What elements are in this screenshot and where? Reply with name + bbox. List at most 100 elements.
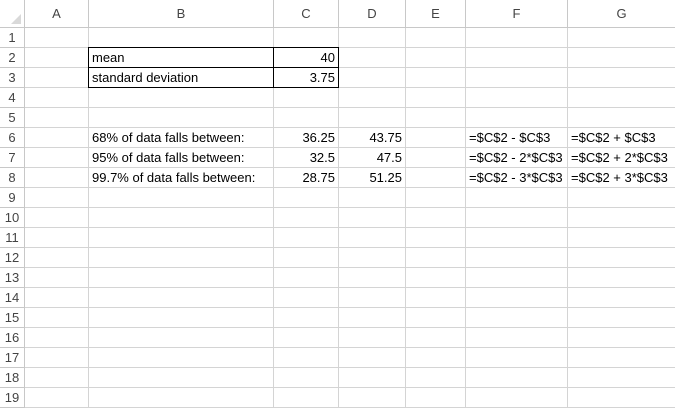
cell-B12[interactable] <box>89 248 274 268</box>
cell-F10[interactable] <box>466 208 568 228</box>
cell-C14[interactable] <box>274 288 339 308</box>
cell-G13[interactable] <box>568 268 675 288</box>
column-header-E[interactable]: E <box>406 0 466 28</box>
select-all-button[interactable] <box>0 0 25 28</box>
cell-A14[interactable] <box>25 288 89 308</box>
cell-B5[interactable] <box>89 108 274 128</box>
cell-D16[interactable] <box>339 328 406 348</box>
row-header-13[interactable]: 13 <box>0 268 25 288</box>
row-header-1[interactable]: 1 <box>0 28 25 48</box>
cell-F7[interactable]: =$C$2 - 2*$C$3 <box>466 148 568 168</box>
cell-D4[interactable] <box>339 88 406 108</box>
cell-D9[interactable] <box>339 188 406 208</box>
cell-F9[interactable] <box>466 188 568 208</box>
cell-B14[interactable] <box>89 288 274 308</box>
cell-E1[interactable] <box>406 28 466 48</box>
cell-D13[interactable] <box>339 268 406 288</box>
cell-B17[interactable] <box>89 348 274 368</box>
row-header-17[interactable]: 17 <box>0 348 25 368</box>
row-header-6[interactable]: 6 <box>0 128 25 148</box>
cell-B15[interactable] <box>89 308 274 328</box>
cell-F18[interactable] <box>466 368 568 388</box>
row-header-7[interactable]: 7 <box>0 148 25 168</box>
cell-E13[interactable] <box>406 268 466 288</box>
row-header-4[interactable]: 4 <box>0 88 25 108</box>
cell-G1[interactable] <box>568 28 675 48</box>
cell-D14[interactable] <box>339 288 406 308</box>
cell-D10[interactable] <box>339 208 406 228</box>
cell-C6[interactable]: 36.25 <box>274 128 339 148</box>
cell-G15[interactable] <box>568 308 675 328</box>
cell-C10[interactable] <box>274 208 339 228</box>
cell-B16[interactable] <box>89 328 274 348</box>
cell-G18[interactable] <box>568 368 675 388</box>
cell-E17[interactable] <box>406 348 466 368</box>
row-header-10[interactable]: 10 <box>0 208 25 228</box>
cell-G5[interactable] <box>568 108 675 128</box>
cell-C8[interactable]: 28.75 <box>274 168 339 188</box>
cell-A18[interactable] <box>25 368 89 388</box>
cell-C3[interactable]: 3.75 <box>273 67 339 88</box>
cell-F14[interactable] <box>466 288 568 308</box>
cell-A9[interactable] <box>25 188 89 208</box>
row-header-5[interactable]: 5 <box>0 108 25 128</box>
cell-G14[interactable] <box>568 288 675 308</box>
cell-B7[interactable]: 95% of data falls between: <box>89 148 274 168</box>
cell-G2[interactable] <box>568 48 675 68</box>
cell-F4[interactable] <box>466 88 568 108</box>
cell-A12[interactable] <box>25 248 89 268</box>
cell-G11[interactable] <box>568 228 675 248</box>
cell-B3[interactable]: standard deviation <box>88 67 274 88</box>
row-header-2[interactable]: 2 <box>0 48 25 68</box>
cell-D17[interactable] <box>339 348 406 368</box>
cell-G19[interactable] <box>568 388 675 408</box>
cell-C13[interactable] <box>274 268 339 288</box>
cell-E12[interactable] <box>406 248 466 268</box>
cell-F13[interactable] <box>466 268 568 288</box>
cell-F3[interactable] <box>466 68 568 88</box>
column-header-D[interactable]: D <box>339 0 406 28</box>
cell-E9[interactable] <box>406 188 466 208</box>
cell-E16[interactable] <box>406 328 466 348</box>
cell-A16[interactable] <box>25 328 89 348</box>
cell-C7[interactable]: 32.5 <box>274 148 339 168</box>
cell-E4[interactable] <box>406 88 466 108</box>
cell-D19[interactable] <box>339 388 406 408</box>
row-header-3[interactable]: 3 <box>0 68 25 88</box>
column-header-B[interactable]: B <box>89 0 274 28</box>
cell-B11[interactable] <box>89 228 274 248</box>
cell-G12[interactable] <box>568 248 675 268</box>
cell-A15[interactable] <box>25 308 89 328</box>
cell-B4[interactable] <box>89 88 274 108</box>
cell-B1[interactable] <box>89 28 274 48</box>
cell-A11[interactable] <box>25 228 89 248</box>
cell-E14[interactable] <box>406 288 466 308</box>
cell-C12[interactable] <box>274 248 339 268</box>
cell-G9[interactable] <box>568 188 675 208</box>
cell-D6[interactable]: 43.75 <box>339 128 406 148</box>
cell-B9[interactable] <box>89 188 274 208</box>
cell-C5[interactable] <box>274 108 339 128</box>
row-header-19[interactable]: 19 <box>0 388 25 408</box>
cell-D1[interactable] <box>339 28 406 48</box>
cell-E19[interactable] <box>406 388 466 408</box>
cell-A3[interactable] <box>25 68 89 88</box>
cell-E15[interactable] <box>406 308 466 328</box>
cell-B18[interactable] <box>89 368 274 388</box>
cell-A5[interactable] <box>25 108 89 128</box>
cell-F19[interactable] <box>466 388 568 408</box>
cell-G6[interactable]: =$C$2 + $C$3 <box>568 128 675 148</box>
cell-C15[interactable] <box>274 308 339 328</box>
cell-A4[interactable] <box>25 88 89 108</box>
row-header-12[interactable]: 12 <box>0 248 25 268</box>
cell-B8[interactable]: 99.7% of data falls between: <box>89 168 274 188</box>
cell-E11[interactable] <box>406 228 466 248</box>
cell-A7[interactable] <box>25 148 89 168</box>
row-header-8[interactable]: 8 <box>0 168 25 188</box>
cell-G10[interactable] <box>568 208 675 228</box>
cell-C18[interactable] <box>274 368 339 388</box>
cell-F2[interactable] <box>466 48 568 68</box>
cell-C16[interactable] <box>274 328 339 348</box>
column-header-A[interactable]: A <box>25 0 89 28</box>
cell-F15[interactable] <box>466 308 568 328</box>
